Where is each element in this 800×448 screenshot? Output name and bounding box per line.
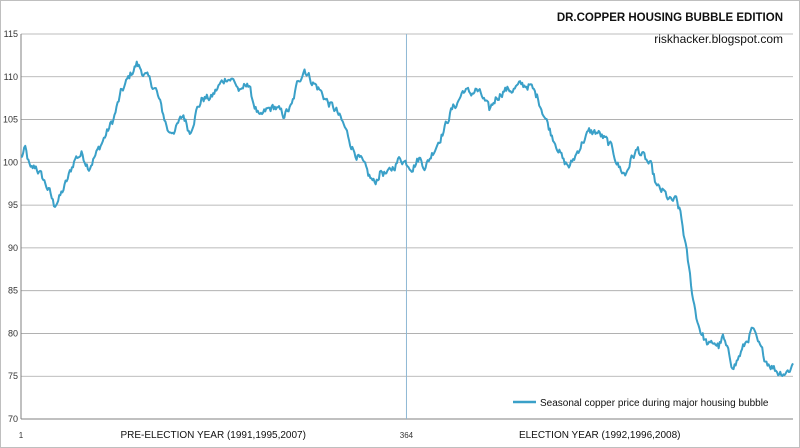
segment-label: PRE-ELECTION YEAR (1991,1995,2007) (120, 430, 305, 441)
y-tick-label: 90 (8, 243, 18, 253)
axis-layer: 70 75 80 85 90 95 100 105 110 115 1 364 PRE-ELECTION… (3, 29, 793, 441)
y-tick-label: 70 (8, 414, 18, 424)
legend-label: Seasonal copper price during major housi… (540, 398, 769, 409)
y-tick-label: 85 (8, 286, 18, 296)
y-tick-label: 75 (8, 371, 18, 381)
y-tick-label: 95 (8, 200, 18, 210)
y-tick-label: 115 (4, 29, 18, 39)
y-tick-label: 110 (4, 72, 18, 82)
legend: Seasonal copper price during major housi… (513, 398, 769, 409)
series-layer (20, 60, 794, 378)
chart-title: DR.COPPER HOUSING BUBBLE EDITION (557, 12, 783, 24)
chart-subtitle: riskhacker.blogspot.com (654, 32, 783, 46)
x-tick-label: 364 (400, 431, 414, 440)
series-line (20, 60, 794, 378)
y-tick-label: 105 (3, 115, 18, 125)
y-tick-label: 100 (3, 157, 18, 167)
grid-layer (21, 33, 793, 377)
x-tick-label: 1 (19, 431, 24, 440)
segment-label: ELECTION YEAR (1992,1996,2008) (519, 430, 681, 441)
y-tick-label: 80 (8, 328, 18, 338)
